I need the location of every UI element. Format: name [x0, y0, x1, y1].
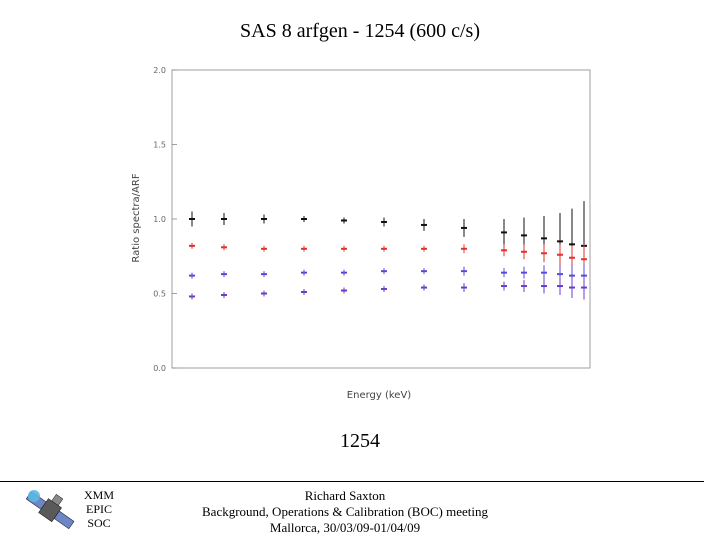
data-point-series-1 — [341, 219, 347, 222]
plot-area — [171, 69, 591, 369]
data-point-series-2 — [521, 250, 527, 253]
data-point-series-1 — [569, 243, 575, 246]
data-point-series-3 — [557, 273, 563, 276]
data-point-series-4 — [569, 286, 575, 289]
org-line-soc: SOC — [87, 516, 111, 530]
data-point-series-1 — [501, 231, 507, 234]
credits-meeting: Background, Operations & Calibration (BO… — [202, 504, 488, 519]
x-axis-label: Energy (keV) — [347, 390, 412, 401]
data-point-series-1 — [189, 218, 195, 220]
data-point-series-3 — [421, 270, 427, 273]
data-point-series-3 — [569, 274, 575, 277]
satellite-logo-icon — [25, 490, 75, 530]
data-point-series-1 — [557, 240, 563, 243]
y-tick-label: 1.5 — [153, 141, 166, 150]
footer-credits: Richard Saxton Background, Operations & … — [165, 488, 525, 536]
data-point-series-1 — [461, 226, 467, 229]
data-point-series-1 — [541, 237, 547, 240]
y-tick-label: 2.0 — [153, 66, 166, 75]
org-line-xmm: XMM — [83, 488, 114, 502]
data-point-series-2 — [461, 247, 467, 250]
data-point-series-1 — [221, 218, 227, 220]
data-point-series-2 — [261, 247, 267, 250]
data-point-series-4 — [381, 288, 387, 291]
data-point-series-1 — [521, 234, 527, 237]
data-point-series-2 — [189, 244, 195, 247]
credits-location-dates: Mallorca, 30/03/09-01/04/09 — [269, 520, 421, 535]
data-point-series-2 — [569, 256, 575, 259]
data-point-series-3 — [521, 271, 527, 274]
data-point-series-1 — [381, 220, 387, 223]
data-point-series-3 — [341, 271, 347, 274]
slide-title: SAS 8 arfgen - 1254 (600 c/s) — [240, 20, 480, 42]
data-point-series-2 — [381, 247, 387, 250]
data-point-series-3 — [381, 270, 387, 273]
data-point-series-3 — [541, 271, 547, 274]
data-point-series-4 — [461, 286, 467, 289]
org-line-epic: EPIC — [85, 502, 112, 516]
data-point-series-4 — [501, 285, 507, 288]
data-point-series-1 — [421, 223, 427, 226]
data-point-series-3 — [461, 270, 467, 273]
data-point-series-4 — [221, 293, 227, 296]
data-point-series-3 — [301, 271, 307, 274]
data-point-series-4 — [521, 285, 527, 288]
data-point-series-4 — [541, 285, 547, 288]
data-point-series-1 — [301, 218, 307, 220]
data-point-series-2 — [501, 249, 507, 252]
data-point-series-4 — [301, 291, 307, 294]
y-tick-label: 0.0 — [153, 364, 166, 373]
data-point-series-3 — [261, 273, 267, 276]
data-point-series-4 — [341, 289, 347, 292]
data-point-series-2 — [557, 253, 563, 256]
org-block: XMM EPIC SOC — [76, 488, 122, 530]
y-tick-label: 0.5 — [153, 290, 166, 299]
data-point-series-3 — [501, 271, 507, 274]
y-tick-label: 1.0 — [153, 215, 166, 224]
ratio-plot: 0.0 0.5 1.0 1.5 2.0 Energy (keV) Ratio spect… — [130, 58, 592, 410]
data-point-series-4 — [421, 286, 427, 289]
data-point-series-2 — [581, 258, 587, 261]
data-point-series-2 — [541, 252, 547, 255]
data-point-series-4 — [581, 286, 587, 289]
data-point-series-2 — [341, 247, 347, 250]
data-point-series-4 — [557, 285, 563, 288]
figure-caption: 1254 — [340, 430, 380, 452]
data-point-series-3 — [189, 274, 195, 277]
data-point-series-4 — [189, 295, 195, 298]
data-point-series-4 — [261, 292, 267, 295]
data-point-series-1 — [261, 218, 267, 220]
data-point-series-2 — [421, 247, 427, 250]
ratio-chart-svg: 0.0 0.5 1.0 1.5 2.0 Energy (keV) Ratio spect… — [131, 66, 591, 401]
credits-author: Richard Saxton — [304, 488, 386, 503]
data-point-series-2 — [221, 246, 227, 249]
data-point-series-3 — [221, 273, 227, 276]
footer-divider — [0, 481, 704, 482]
y-axis-label: Ratio spectra/ARF — [131, 173, 142, 262]
data-point-series-2 — [301, 247, 307, 250]
